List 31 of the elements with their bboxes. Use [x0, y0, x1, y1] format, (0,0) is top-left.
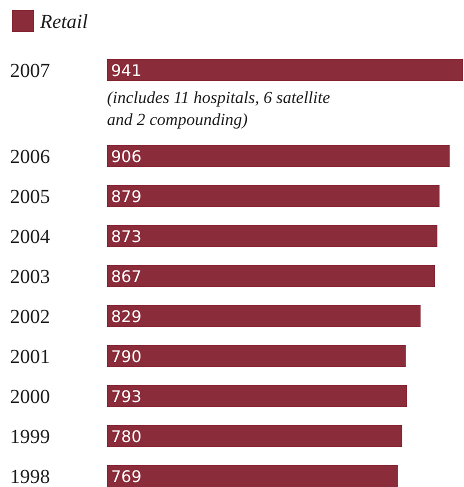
bar: [107, 345, 406, 367]
bar: [107, 385, 408, 407]
bar: [107, 145, 450, 167]
y-tick-label: 2003: [10, 266, 50, 288]
data-label: 906: [111, 147, 142, 166]
data-label: 790: [111, 347, 142, 366]
y-tick-label: 2004: [10, 226, 50, 248]
data-label: 873: [111, 227, 142, 246]
data-label: 941: [111, 61, 142, 80]
bar: [107, 265, 436, 287]
y-tick-label: 2005: [10, 186, 50, 208]
bar: [107, 225, 438, 247]
y-tick-label: 1998: [10, 466, 50, 487]
bar: [107, 425, 402, 447]
y-tick-label: 2006: [10, 146, 50, 168]
data-label: 879: [111, 187, 142, 206]
y-tick-label: 2000: [10, 386, 50, 408]
data-label: 867: [111, 267, 142, 286]
y-tick-label: 1999: [10, 426, 50, 448]
data-label: 829: [111, 307, 142, 326]
data-label: 769: [111, 467, 142, 486]
annotation: (includes 11 hospitals, 6 satellite and 2 compounding): [107, 88, 330, 129]
legend-label: Retail: [39, 11, 88, 33]
data-label: 793: [111, 387, 142, 406]
y-tick-label: 2001: [10, 346, 50, 368]
data-label: 780: [111, 427, 142, 446]
y-tick-label: 2007: [10, 60, 50, 82]
bar: [107, 185, 440, 207]
bar: [107, 305, 421, 327]
bar: [107, 465, 398, 487]
y-tick-label: 2002: [10, 306, 50, 328]
